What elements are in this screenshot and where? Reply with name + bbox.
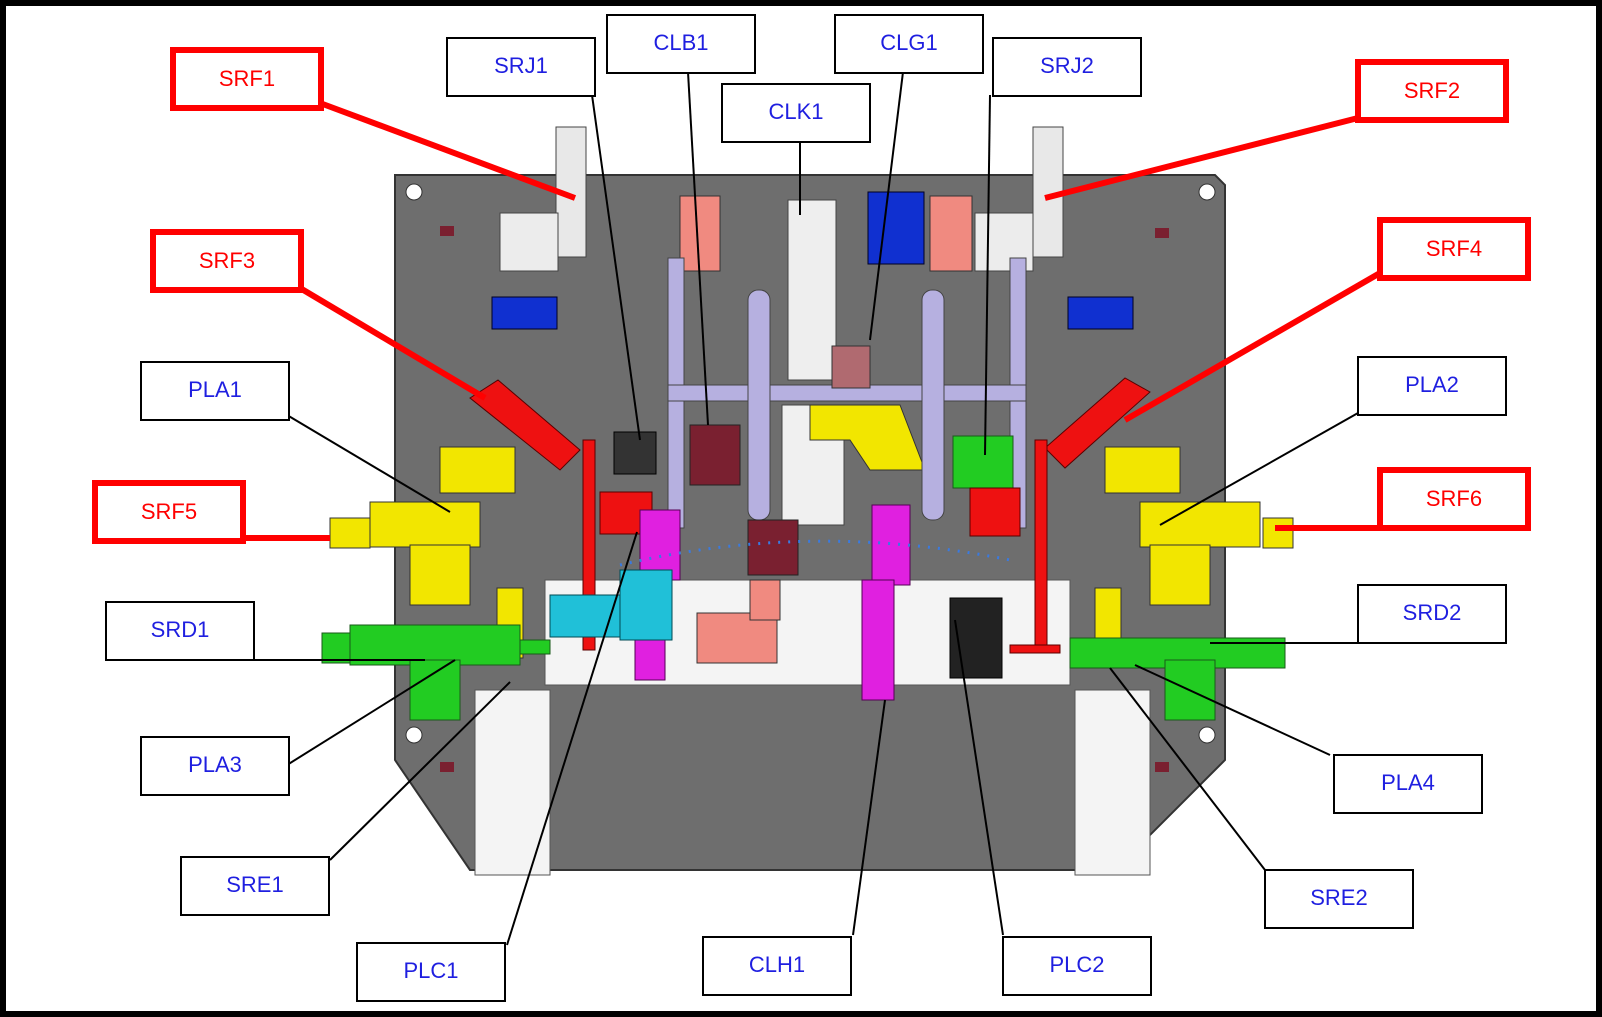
left-top-block [499, 212, 559, 272]
center-yellow-clamp [809, 404, 926, 471]
label-plc1: PLC1 [403, 958, 458, 983]
srj1-block [613, 431, 657, 475]
clk1-cylinder [787, 199, 837, 381]
label-srf2: SRF2 [1404, 78, 1460, 103]
label-srj2: SRJ2 [1040, 53, 1094, 78]
label-srf3: SRF3 [199, 248, 255, 273]
label-srf5: SRF5 [141, 499, 197, 524]
label-sre2: SRE2 [1310, 885, 1367, 910]
left-lower-bracket [474, 689, 551, 876]
yellow-clamps [329, 446, 1294, 659]
bottom-salmon-strip [749, 579, 781, 621]
plc1-cyan-block [619, 569, 673, 641]
label-srf4: SRF4 [1426, 236, 1482, 261]
bottom-salmon-plate [696, 612, 778, 664]
dotted-arc [619, 539, 1011, 567]
label-sre1: SRE1 [226, 872, 283, 897]
right-lower-bracket [1074, 689, 1151, 876]
leader-lines-black [254, 71, 1359, 946]
label-srd1: SRD1 [151, 617, 210, 642]
label-pla2: PLA2 [1405, 372, 1459, 397]
plate-holes [405, 183, 1216, 744]
center-maroon-clamp [747, 519, 799, 576]
label-clk1: CLK1 [768, 99, 823, 124]
left-blue-block [491, 296, 558, 330]
label-srj1: SRJ1 [494, 53, 548, 78]
label-clg1: CLG1 [880, 30, 937, 55]
label-srf6: SRF6 [1426, 486, 1482, 511]
top-blue-block [867, 191, 925, 265]
label-pla3: PLA3 [188, 752, 242, 777]
red-parts [469, 377, 1151, 654]
label-pla1: PLA1 [188, 377, 242, 402]
top-right-salmon-plate [929, 195, 973, 272]
right-blue-block [1067, 296, 1134, 330]
label-boxes-red [92, 47, 1531, 544]
leader-lines-red [243, 100, 1382, 541]
label-srd2: SRD2 [1403, 600, 1462, 625]
clb1-block [689, 424, 741, 486]
label-plc2: PLC2 [1049, 952, 1104, 977]
clg1-block [831, 345, 871, 389]
label-boxes-black [105, 14, 1507, 1002]
label-clh1: CLH1 [749, 952, 805, 977]
label-clb1: CLB1 [653, 30, 708, 55]
top-left-salmon-plate [679, 195, 721, 272]
left-cyan-block [549, 594, 621, 638]
label-pla4: PLA4 [1381, 770, 1435, 795]
plate-marks [440, 226, 1169, 772]
label-srf1: SRF1 [219, 66, 275, 91]
